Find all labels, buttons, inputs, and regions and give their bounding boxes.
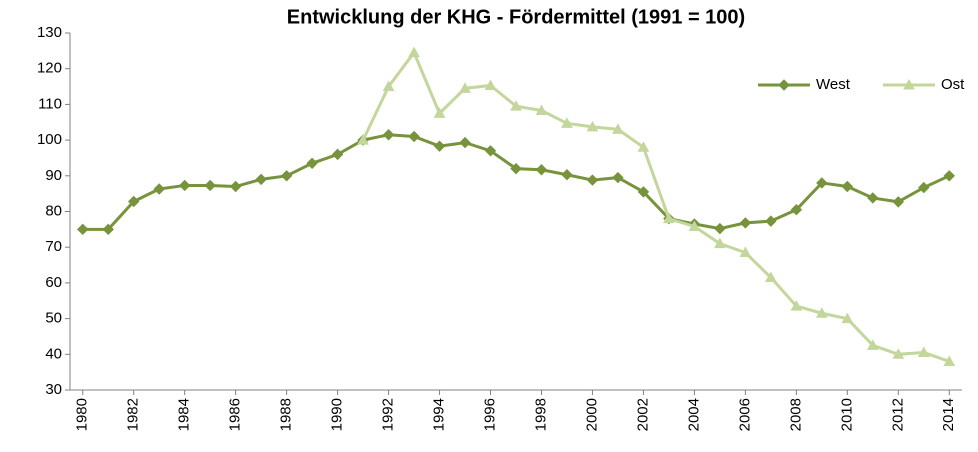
data-point — [841, 312, 854, 324]
x-tick-label: 1986 — [227, 398, 244, 431]
x-tick-label: 1984 — [176, 398, 193, 431]
data-point — [408, 130, 420, 143]
data-point — [892, 196, 904, 208]
legend-label: Ost — [941, 76, 965, 93]
data-point — [280, 170, 293, 182]
legend-marker — [778, 79, 790, 91]
data-point — [943, 355, 956, 366]
data-point — [866, 339, 879, 350]
data-point — [714, 237, 726, 249]
data-point — [331, 148, 344, 161]
data-point — [561, 117, 573, 128]
y-tick-label: 110 — [38, 95, 62, 112]
x-tick-label: 1998 — [532, 398, 549, 431]
data-point — [382, 80, 395, 92]
x-tick-label: 2008 — [787, 398, 804, 431]
data-point — [637, 186, 650, 198]
data-point — [255, 173, 267, 186]
x-tick-label: 2014 — [940, 398, 957, 431]
data-point — [714, 222, 726, 235]
legend-marker — [903, 78, 915, 90]
y-tick-label: 70 — [45, 238, 62, 255]
data-point — [357, 134, 369, 145]
y-tick-label: 80 — [45, 202, 62, 219]
data-point — [459, 82, 471, 93]
data-point — [484, 145, 497, 157]
y-tick-label: 40 — [45, 345, 62, 362]
data-point — [790, 300, 803, 311]
data-point — [586, 174, 599, 186]
data-point — [459, 136, 471, 149]
data-point — [153, 183, 165, 195]
data-point — [918, 181, 930, 194]
y-tick-label: 50 — [45, 310, 62, 327]
data-point — [815, 307, 828, 318]
data-point — [739, 246, 752, 258]
data-point — [790, 204, 803, 216]
x-tick-label: 2000 — [583, 398, 600, 431]
x-tick-label: 1990 — [329, 398, 346, 431]
x-tick-label: 2006 — [736, 398, 753, 431]
data-point — [306, 157, 318, 170]
data-point — [204, 179, 216, 192]
data-point — [612, 171, 624, 184]
data-point — [612, 123, 624, 134]
data-point — [892, 348, 905, 359]
data-point — [535, 164, 548, 176]
y-tick-label: 100 — [37, 131, 62, 148]
data-point — [917, 346, 930, 358]
data-point — [816, 177, 828, 189]
data-point — [561, 169, 573, 181]
data-point — [637, 141, 650, 152]
data-point — [408, 46, 420, 58]
data-point — [765, 215, 777, 227]
data-point — [510, 162, 522, 175]
y-tick-label: 130 — [37, 24, 62, 41]
data-point — [688, 220, 701, 231]
data-point — [535, 104, 548, 115]
y-tick-label: 90 — [45, 167, 62, 184]
data-point — [739, 217, 752, 229]
data-point — [382, 129, 395, 141]
x-tick-label: 2012 — [889, 398, 906, 431]
x-tick-label: 1988 — [278, 398, 295, 431]
y-tick-label: 120 — [37, 60, 62, 77]
data-point — [178, 179, 191, 192]
data-point — [102, 223, 114, 236]
chart-title: Entwicklung der KHG - Fördermittel (1991… — [287, 6, 745, 28]
x-tick-label: 1996 — [481, 398, 498, 431]
data-point — [867, 192, 879, 204]
data-point — [663, 212, 675, 224]
x-tick-label: 1982 — [125, 398, 142, 431]
data-point — [433, 140, 446, 152]
y-tick-label: 60 — [45, 274, 62, 291]
y-tick-label: 30 — [45, 381, 62, 398]
data-point — [841, 180, 854, 193]
data-point — [765, 271, 777, 283]
data-point — [484, 79, 497, 90]
x-tick-label: 2002 — [634, 398, 651, 431]
x-tick-label: 2010 — [838, 398, 855, 431]
x-tick-label: 2004 — [685, 398, 702, 431]
x-tick-label: 1992 — [380, 398, 397, 431]
x-tick-label: 1980 — [74, 398, 91, 431]
data-point — [943, 170, 955, 182]
data-point — [77, 223, 89, 236]
data-point — [433, 107, 446, 118]
data-point — [128, 195, 140, 208]
data-point — [510, 100, 522, 111]
data-point — [229, 180, 242, 193]
legend-label: West — [816, 76, 851, 93]
x-tick-label: 1994 — [431, 398, 448, 431]
data-point — [586, 120, 599, 132]
